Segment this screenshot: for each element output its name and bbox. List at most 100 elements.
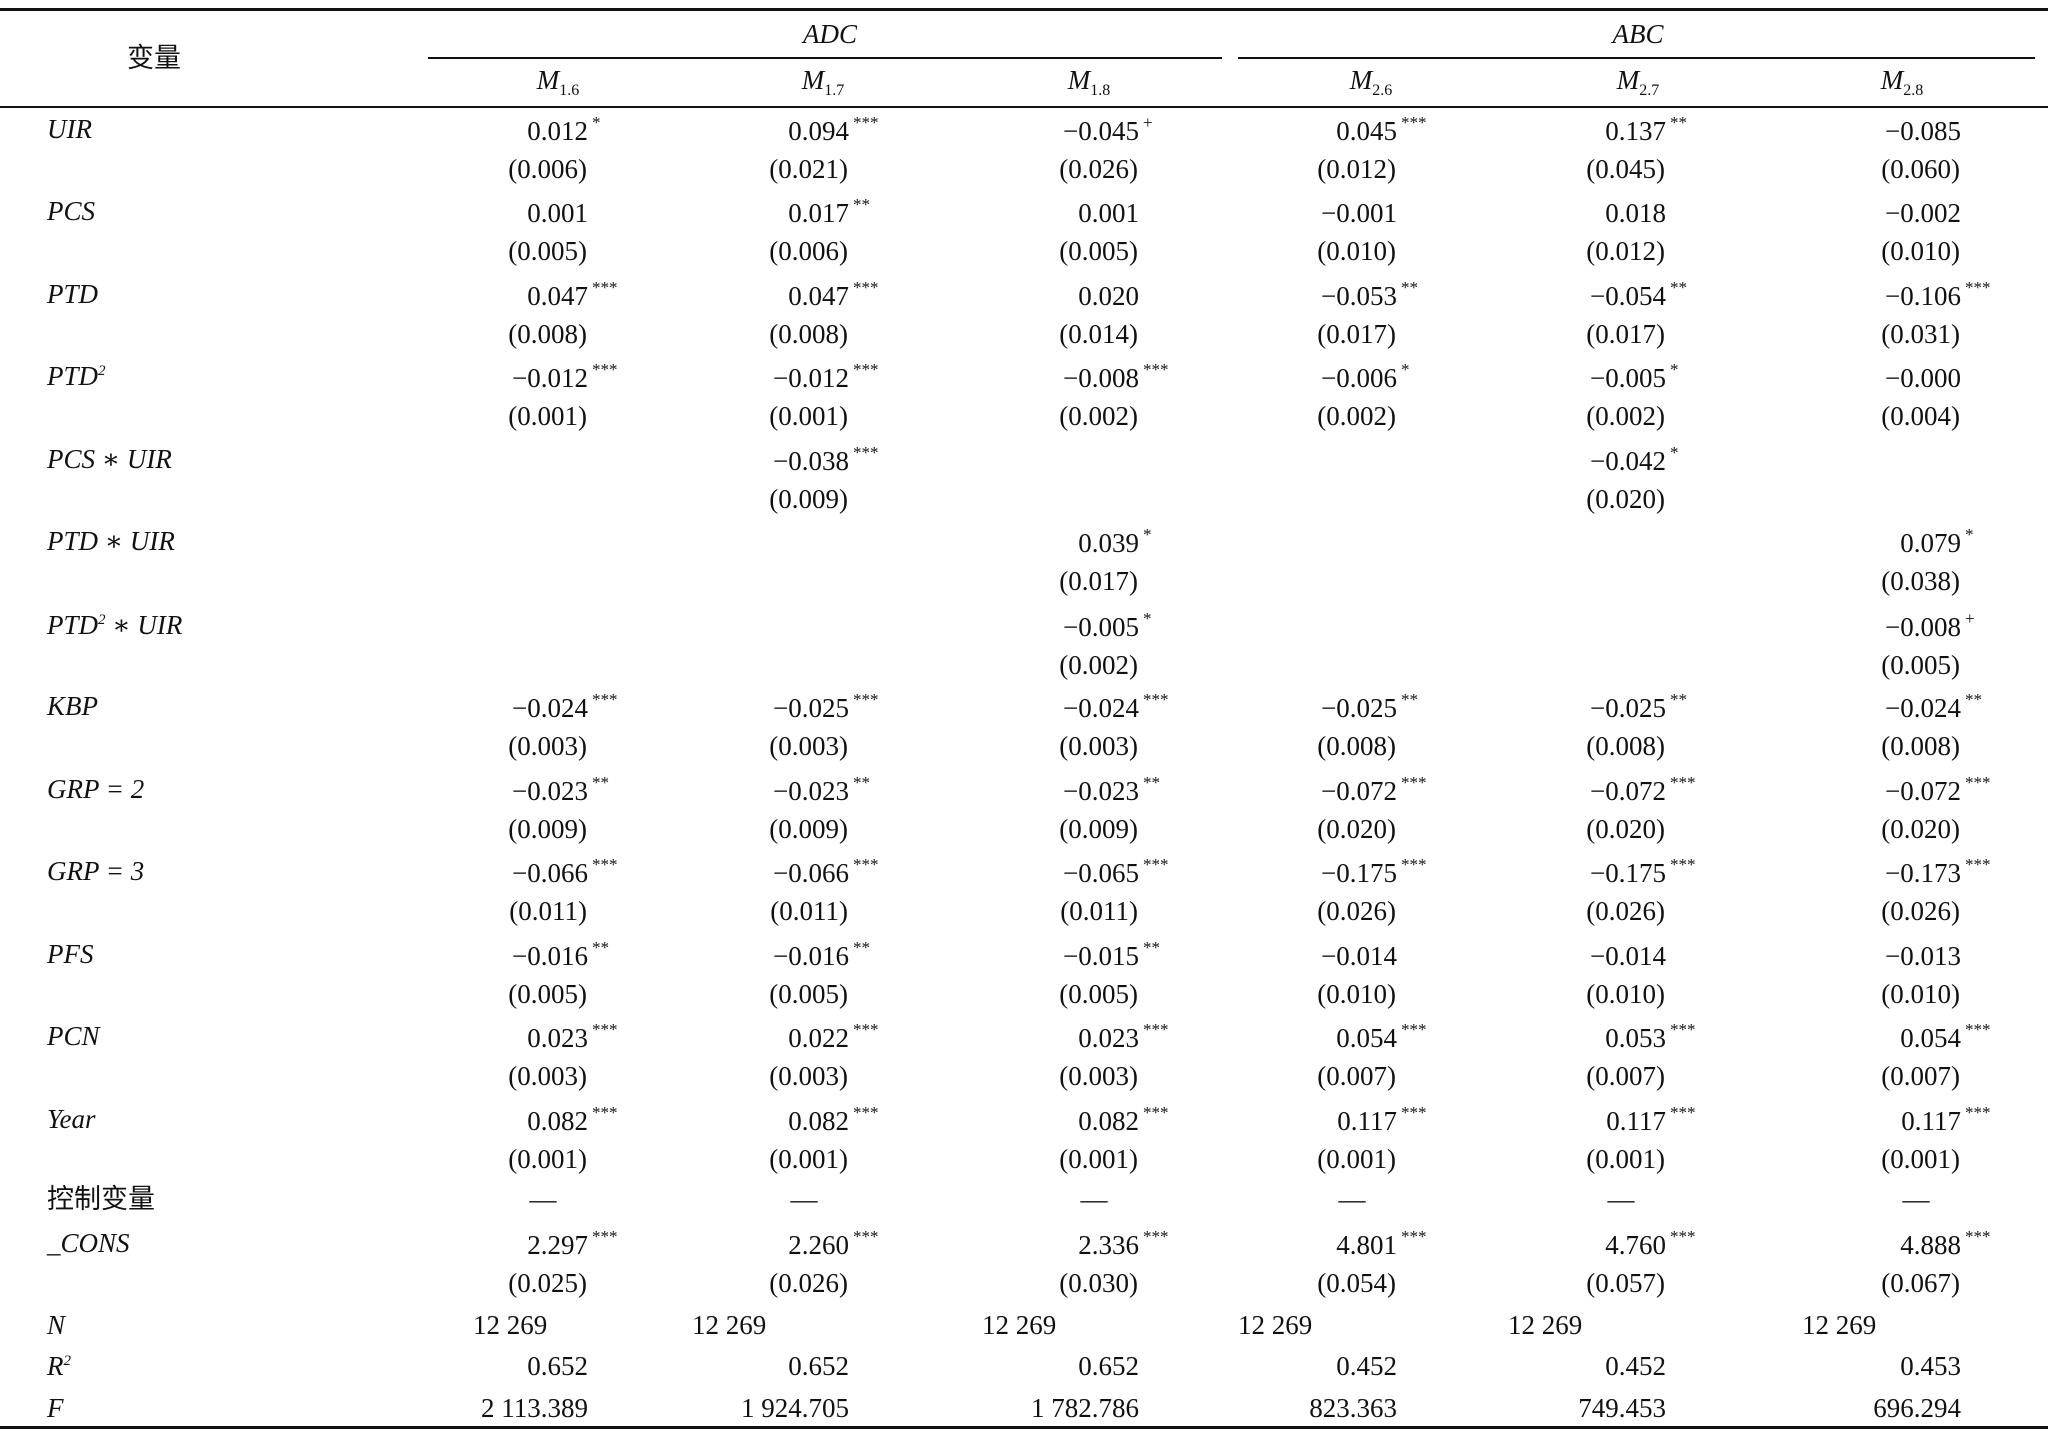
significance-stars: *** xyxy=(1143,1227,1169,1246)
significance-stars: *** xyxy=(1401,1227,1427,1246)
label-text: PTD xyxy=(47,279,99,309)
cell-value: 12 269 xyxy=(1238,1310,1313,1340)
model-name: M xyxy=(536,65,560,95)
standard-error: (0.011) xyxy=(1060,896,1138,926)
standard-error: (0.009) xyxy=(1059,814,1138,844)
coefficient: −0.014 xyxy=(1590,941,1666,971)
label-text: GRP = 3 xyxy=(47,856,145,886)
model-header: M2.7 xyxy=(1617,64,1660,99)
standard-error: (0.003) xyxy=(1059,731,1138,761)
coefficient: −0.106 xyxy=(1885,281,1961,311)
coefficient: −0.016 xyxy=(512,941,588,971)
significance-stars: *** xyxy=(1143,855,1169,874)
significance-stars: ** xyxy=(853,195,870,214)
standard-error: (0.008) xyxy=(1317,731,1396,761)
significance-stars: *** xyxy=(1143,1103,1169,1122)
coefficient: 2.297 xyxy=(527,1230,588,1260)
standard-error: (0.010) xyxy=(1881,979,1960,1009)
significance-stars: *** xyxy=(1401,855,1427,874)
standard-error: (0.010) xyxy=(1317,979,1396,1009)
coefficient: 0.039 xyxy=(1078,528,1139,558)
coefficient: 2.260 xyxy=(788,1230,849,1260)
model-subscript: 1.7 xyxy=(824,82,845,99)
standard-error: (0.005) xyxy=(769,979,848,1009)
significance-stars: ** xyxy=(1670,113,1687,132)
significance-stars: *** xyxy=(592,1227,618,1246)
row-label: PTD2 xyxy=(47,360,106,392)
coefficient: −0.175 xyxy=(1321,858,1397,888)
significance-stars: *** xyxy=(592,855,618,874)
model-name: M xyxy=(801,65,825,95)
coefficient: −0.015 xyxy=(1063,941,1139,971)
standard-error: (0.010) xyxy=(1881,236,1960,266)
standard-error: (0.005) xyxy=(1881,650,1960,680)
label-text: _CONS xyxy=(47,1228,130,1258)
standard-error: (0.004) xyxy=(1881,401,1960,431)
label-text: Year xyxy=(47,1104,96,1134)
coefficient: −0.002 xyxy=(1885,198,1961,228)
standard-error: (0.005) xyxy=(1059,979,1138,1009)
standard-error: (0.010) xyxy=(1586,979,1665,1009)
standard-error: (0.031) xyxy=(1881,319,1960,349)
coefficient: 0.137 xyxy=(1605,116,1666,146)
significance-stars: *** xyxy=(1401,773,1427,792)
significance-stars: * xyxy=(592,113,601,132)
standard-error: (0.012) xyxy=(1317,154,1396,184)
significance-stars: *** xyxy=(1965,1227,1991,1246)
standard-error: (0.017) xyxy=(1317,319,1396,349)
standard-error: (0.001) xyxy=(508,1144,587,1174)
coefficient: −0.023 xyxy=(773,776,849,806)
label-text: PTD xyxy=(47,610,99,640)
row-label: PCS xyxy=(47,195,95,227)
significance-stars: *** xyxy=(1670,773,1696,792)
significance-stars: ** xyxy=(1143,938,1160,957)
standard-error: (0.003) xyxy=(1059,1061,1138,1091)
group-header: ABC xyxy=(1612,19,1664,49)
standard-error: (0.007) xyxy=(1317,1061,1396,1091)
coefficient: −0.072 xyxy=(1321,776,1397,806)
standard-error: (0.038) xyxy=(1881,566,1960,596)
coefficient: −0.025 xyxy=(1321,693,1397,723)
coefficient: −0.014 xyxy=(1321,941,1397,971)
significance-stars: * xyxy=(1670,360,1679,379)
significance-stars: *** xyxy=(592,278,618,297)
row-label: PTD xyxy=(47,278,98,310)
coefficient: 0.053 xyxy=(1605,1023,1666,1053)
standard-error: (0.057) xyxy=(1586,1268,1665,1298)
significance-stars: *** xyxy=(1670,1227,1696,1246)
coefficient: −0.038 xyxy=(773,446,849,476)
standard-error: (0.002) xyxy=(1317,401,1396,431)
standard-error: (0.008) xyxy=(1881,731,1960,761)
standard-error: (0.002) xyxy=(1586,401,1665,431)
model-name: M xyxy=(1349,65,1373,95)
significance-stars: *** xyxy=(1143,690,1169,709)
group-header: ADC xyxy=(803,19,857,49)
coefficient: −0.023 xyxy=(1063,776,1139,806)
cell-value: 1 924.705 xyxy=(741,1393,849,1423)
standard-error: (0.014) xyxy=(1059,319,1138,349)
coefficient: 0.017 xyxy=(788,198,849,228)
standard-error: (0.008) xyxy=(769,319,848,349)
standard-error: (0.025) xyxy=(508,1268,587,1298)
model-name: M xyxy=(1880,65,1904,95)
coefficient: 0.001 xyxy=(1078,198,1139,228)
standard-error: (0.001) xyxy=(508,401,587,431)
standard-error: (0.009) xyxy=(508,814,587,844)
cell-value: 12 269 xyxy=(1802,1310,1877,1340)
standard-error: (0.011) xyxy=(509,896,587,926)
coefficient: −0.008 xyxy=(1063,363,1139,393)
model-header: M1.6 xyxy=(536,64,580,99)
standard-error: (0.002) xyxy=(1059,401,1138,431)
significance-stars: ** xyxy=(853,773,870,792)
standard-error: (0.001) xyxy=(1881,1144,1960,1174)
significance-stars: *** xyxy=(1670,1020,1696,1039)
row-label: PTD2 ∗ UIR xyxy=(47,609,182,641)
significance-stars: *** xyxy=(1965,278,1991,297)
cell-value: 12 269 xyxy=(1508,1310,1583,1340)
cell-dash: — xyxy=(1607,1184,1635,1214)
coefficient: −0.066 xyxy=(512,858,588,888)
model-header: M1.8 xyxy=(1068,64,1111,99)
row-label: PTD ∗ UIR xyxy=(47,525,175,557)
standard-error: (0.008) xyxy=(508,319,587,349)
significance-stars: *** xyxy=(592,360,618,379)
